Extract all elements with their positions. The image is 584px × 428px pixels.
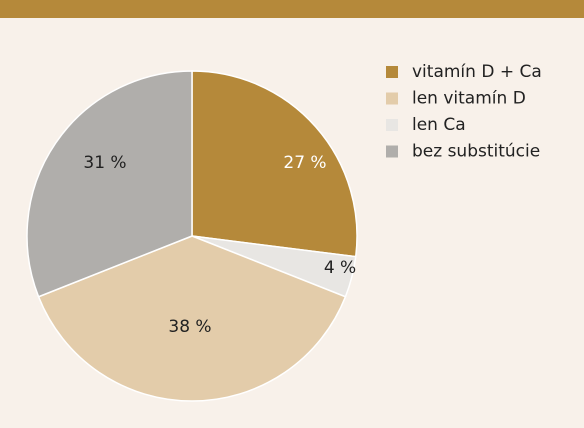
- legend-label: len vitamín D: [412, 89, 526, 109]
- legend-swatch: [386, 145, 398, 158]
- data-label: 31 %: [83, 153, 126, 173]
- pie-slice: [37, 235, 347, 402]
- legend-swatch: [386, 92, 398, 105]
- data-label: 4 %: [324, 258, 356, 278]
- legend-swatch: [386, 119, 398, 131]
- data-label: 38 %: [168, 317, 211, 337]
- pie-slice: [26, 70, 193, 298]
- legend-swatch: [386, 66, 398, 78]
- legend-label: bez substitúcie: [412, 142, 540, 162]
- legend-label: len Ca: [412, 115, 466, 135]
- data-label: 27 %: [283, 153, 326, 173]
- header-bar: [0, 0, 584, 18]
- legend-label: vitamín D + Ca: [412, 62, 542, 82]
- pie-slice: [191, 70, 358, 258]
